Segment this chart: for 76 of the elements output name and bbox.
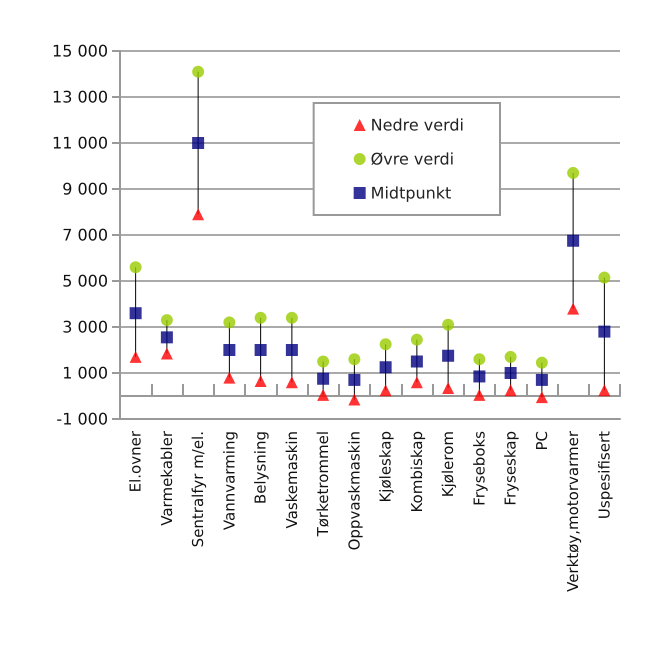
point (410, 356, 423, 368)
y-tick-label: -1 000 (56, 410, 108, 428)
point (504, 350, 517, 363)
point (410, 334, 423, 346)
point (160, 314, 173, 326)
point (567, 166, 580, 179)
point (254, 344, 267, 356)
x-tick-label: PC (532, 431, 551, 451)
legend-label: Nedre verdi (370, 116, 464, 134)
x-tick-label: Vannvarming (220, 431, 238, 530)
point (442, 350, 454, 362)
point (473, 353, 486, 366)
y-tick-label: 9 000 (62, 180, 108, 198)
point (223, 344, 236, 356)
point (598, 272, 610, 284)
y-tick-label: 11 000 (52, 134, 108, 152)
point (380, 384, 392, 396)
point (130, 261, 142, 274)
point (160, 331, 173, 344)
point (348, 353, 360, 366)
point (286, 312, 298, 324)
point (317, 356, 330, 368)
x-tick-label: Belysning (252, 431, 270, 504)
x-tick-label: Tørketrommel (314, 431, 332, 538)
x-tick-label: Kjøleskap (376, 431, 395, 503)
point (598, 384, 610, 396)
x-tick-label: Verktøy,motorvarmer (564, 430, 582, 592)
point (504, 367, 517, 379)
x-tick-label: Kombiskap (408, 431, 426, 513)
point (192, 66, 204, 78)
x-tick-label: Vaskemaskin (282, 431, 301, 528)
legend-label: Midtpunkt (370, 184, 452, 202)
y-tick-label: 15 000 (52, 42, 108, 60)
x-tick-label: Sentralfyr m/el. (189, 431, 208, 548)
point (536, 391, 548, 404)
point (317, 388, 330, 401)
point (160, 347, 173, 360)
point (317, 372, 330, 385)
point (223, 372, 236, 384)
x-tick-label: Fryseboks (470, 430, 488, 506)
point (473, 370, 486, 382)
point (192, 137, 204, 149)
x-tick-label: Uspesifisert (595, 430, 614, 520)
point (348, 393, 360, 406)
point (567, 234, 580, 247)
point (254, 375, 267, 388)
point (410, 376, 423, 388)
point (442, 318, 454, 331)
point (380, 361, 392, 374)
point (130, 307, 142, 320)
y-tick-label: 7 000 (62, 226, 108, 244)
point (130, 350, 142, 363)
y-tick-label: 13 000 (52, 88, 108, 106)
x-tick-label: Oppvaskmaskin (345, 431, 364, 550)
point (254, 312, 267, 324)
point (348, 374, 360, 386)
point (286, 376, 298, 388)
point (567, 302, 580, 315)
x-tick-label: Fryseskap (502, 431, 520, 506)
point (192, 208, 204, 220)
point (223, 316, 236, 328)
point (504, 384, 517, 396)
point (598, 326, 610, 338)
point (536, 374, 548, 386)
legend-label: Øvre verdi (370, 150, 454, 168)
x-tick-label: Kjølerom (439, 431, 458, 498)
point (286, 344, 298, 356)
y-tick-label: 3 000 (62, 318, 108, 336)
point (536, 356, 548, 369)
x-tick-label: Varmekabler (158, 430, 176, 526)
y-tick-label: 5 000 (62, 272, 108, 290)
point (473, 388, 486, 401)
x-tick-label: El.ovner (126, 430, 145, 492)
y-tick-label: 1 000 (62, 364, 108, 382)
point (380, 338, 392, 350)
point (442, 382, 454, 394)
